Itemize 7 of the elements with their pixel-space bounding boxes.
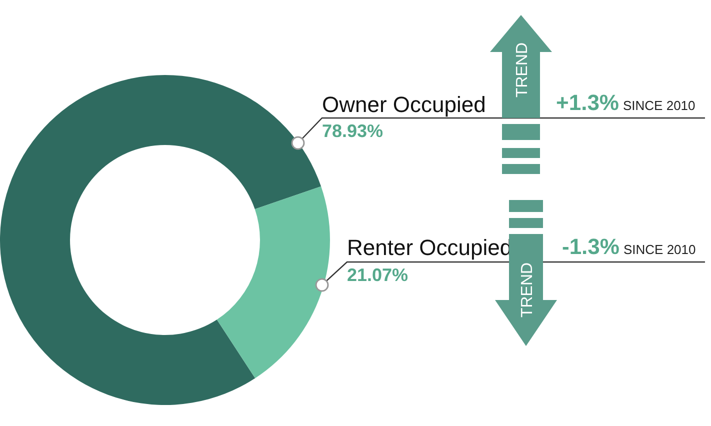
text: +1.3% SINCE 2010 bbox=[556, 90, 696, 115]
text: -1.3% SINCE 2010 bbox=[562, 234, 696, 259]
slice-label: Owner Occupied bbox=[322, 92, 486, 117]
data-label: 78.93% bbox=[322, 121, 384, 141]
donut-slice bbox=[216, 186, 330, 378]
donut-slice bbox=[0, 75, 322, 405]
data-label: 21.07% bbox=[347, 265, 408, 285]
